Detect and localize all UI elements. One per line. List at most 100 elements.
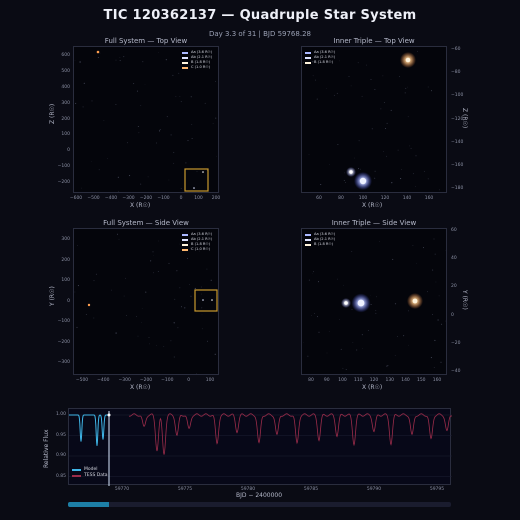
legend-label: Ab (2.1 R☉) bbox=[191, 55, 213, 59]
inner-top-title: Inner Triple — Top View bbox=[333, 37, 415, 45]
star-c-marker bbox=[87, 303, 91, 307]
y-tick-label: 20 bbox=[451, 284, 457, 290]
legend-swatch bbox=[305, 233, 311, 236]
x-tick-label: 60 bbox=[316, 196, 322, 201]
y-tick-label: −120 bbox=[451, 116, 464, 122]
x-tick-label: −400 bbox=[104, 196, 118, 201]
legend-label: Ab (2.1 R☉) bbox=[314, 237, 336, 241]
legend-label: B (1.8 R☉) bbox=[314, 242, 333, 246]
x-tick-label: 110 bbox=[353, 378, 363, 383]
lightcurve-grid bbox=[69, 414, 452, 477]
x-tick-label: −100 bbox=[161, 378, 174, 383]
x-tick-label: −300 bbox=[122, 196, 135, 201]
y-tick-label: −40 bbox=[451, 369, 461, 374]
legend-swatch bbox=[305, 61, 311, 64]
legend-label: C (1.0 R☉) bbox=[191, 247, 211, 251]
y-tick-label: −100 bbox=[57, 319, 70, 324]
full-top-plot[interactable]: Aa (3.6 R☉) Ab (2.1 R☉) B (1.8 R☉) C (1.… bbox=[73, 46, 219, 193]
y-tick-label: −300 bbox=[57, 360, 70, 365]
inner-side-title: Inner Triple — Side View bbox=[331, 219, 417, 227]
full-side-plot[interactable]: Aa (3.6 R☉) Ab (2.1 R☉) B (1.8 R☉) C (1.… bbox=[73, 228, 219, 375]
legend-swatch bbox=[305, 243, 311, 246]
full-top-title: Full System — Top View bbox=[104, 37, 188, 45]
full-top-xlabel: X (R☉) bbox=[130, 202, 151, 209]
legend-swatch bbox=[182, 51, 188, 54]
legend-swatch bbox=[182, 233, 188, 236]
lightcurve-xlabel: BJD − 2400000 bbox=[236, 492, 283, 499]
x-tick-label: 0 bbox=[187, 378, 191, 383]
star-b-marker bbox=[211, 299, 213, 301]
legend-label: Aa (3.6 R☉) bbox=[191, 50, 213, 54]
inner-zoom-box bbox=[194, 289, 218, 312]
star-b bbox=[412, 298, 418, 304]
y-tick-label: −200 bbox=[57, 339, 70, 345]
x-tick-label: −600 bbox=[69, 196, 83, 201]
y-tick-label: 0.95 bbox=[55, 432, 66, 438]
legend-swatch bbox=[182, 66, 188, 69]
y-tick-label: −140 bbox=[451, 139, 464, 145]
y-tick-label: 300 bbox=[61, 237, 70, 242]
y-tick-label: 200 bbox=[61, 257, 70, 263]
x-tick-label: 59780 bbox=[240, 487, 256, 492]
y-tick-label: −200 bbox=[57, 180, 70, 185]
legend-swatch bbox=[72, 469, 81, 471]
star-aa bbox=[359, 177, 367, 185]
playback-progress-bar[interactable] bbox=[68, 502, 451, 507]
x-tick-label: −500 bbox=[87, 196, 100, 201]
y-tick-label: −60 bbox=[451, 47, 461, 52]
x-tick-label: 130 bbox=[385, 378, 395, 383]
full-side-xlabel: X (R☉) bbox=[130, 384, 151, 391]
full-side-canvas bbox=[74, 233, 218, 374]
time-readout: Day 3.3 of 31 | BJD 59768.28 bbox=[209, 30, 311, 38]
y-tick-label: −80 bbox=[451, 70, 461, 76]
inner-top-plot[interactable]: Aa (3.6 R☉) Ab (2.1 R☉) B (1.8 R☉) bbox=[301, 46, 447, 193]
lightcurve-plot[interactable]: Model TESS Data bbox=[68, 408, 453, 486]
legend-swatch bbox=[182, 243, 188, 246]
legend-swatch bbox=[182, 61, 188, 64]
x-tick-label: 120 bbox=[380, 196, 390, 201]
x-tick-label: 160 bbox=[432, 378, 442, 383]
star-a-marker bbox=[193, 187, 195, 189]
legend-swatch bbox=[305, 56, 311, 59]
x-tick-label: 140 bbox=[401, 378, 410, 383]
y-tick-label: −20 bbox=[451, 340, 461, 346]
x-tick-label: −100 bbox=[157, 196, 170, 201]
x-tick-label: 80 bbox=[308, 378, 314, 383]
tess-data-line bbox=[128, 413, 453, 455]
inner-side-xlabel: X (R☉) bbox=[362, 384, 383, 391]
y-tick-label: 0 bbox=[67, 298, 70, 304]
x-tick-label: −400 bbox=[97, 378, 110, 383]
y-tick-label: 0.90 bbox=[55, 453, 66, 458]
y-tick-label: 400 bbox=[61, 84, 70, 90]
legend-label: Aa (3.6 R☉) bbox=[191, 232, 213, 236]
full-side-title: Full System — Side View bbox=[103, 219, 189, 227]
full-top-canvas bbox=[74, 50, 217, 192]
legend-label: Aa (3.6 R☉) bbox=[314, 50, 336, 54]
x-tick-label: −500 bbox=[75, 378, 89, 383]
inner-side-plot[interactable]: Aa (3.6 R☉) Ab (2.1 R☉) B (1.8 R☉) bbox=[301, 228, 447, 375]
legend-swatch bbox=[182, 248, 188, 251]
x-tick-label: 100 bbox=[338, 378, 347, 383]
y-tick-label: 200 bbox=[61, 116, 70, 122]
x-tick-label: 150 bbox=[416, 378, 426, 383]
legend-full-top: Aa (3.6 R☉) Ab (2.1 R☉) B (1.8 R☉) C (1.… bbox=[182, 50, 212, 70]
legend-label: Ab (2.1 R☉) bbox=[191, 237, 213, 241]
inner-top-xlabel: X (R☉) bbox=[362, 202, 383, 209]
legend-inner-side: Aa (3.6 R☉) Ab (2.1 R☉) B (1.8 R☉) bbox=[305, 232, 335, 247]
x-tick-label: 59775 bbox=[177, 487, 193, 492]
background-stars bbox=[74, 52, 217, 192]
x-tick-label: 90 bbox=[323, 378, 330, 383]
y-tick-label: −100 bbox=[57, 164, 70, 170]
x-tick-label: 59795 bbox=[429, 487, 445, 492]
star-ab bbox=[344, 301, 348, 305]
background-stars bbox=[303, 50, 440, 191]
x-tick-label: 100 bbox=[205, 378, 215, 383]
legend-swatch bbox=[182, 238, 188, 241]
y-tick-label: 600 bbox=[61, 53, 70, 58]
star-aa bbox=[357, 299, 365, 307]
y-tick-label: 1.00 bbox=[55, 412, 66, 417]
star-a-marker bbox=[202, 299, 204, 301]
legend-label: C (1.0 R☉) bbox=[191, 65, 211, 69]
page-title: TIC 120362137 — Quadruple Star System bbox=[103, 8, 417, 23]
legend-label: Model bbox=[84, 467, 98, 472]
